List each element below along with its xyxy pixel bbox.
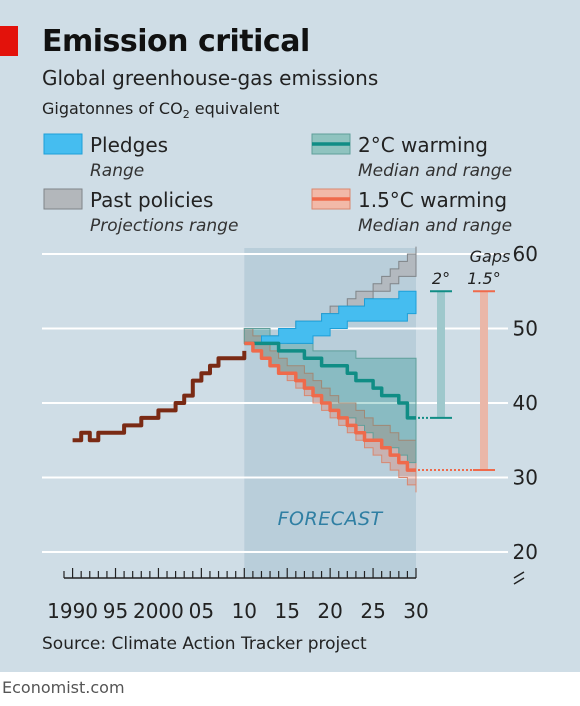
y-tick-label-50: 50 [513,317,538,341]
x-tick-label-2025: 25 [360,599,385,623]
gap-label-1-5c: 1.5° [467,269,500,288]
x-tick-label-2015: 15 [274,599,299,623]
units-suffix: equivalent [189,99,280,118]
legend-label-past-policies: Past policies [90,188,213,212]
x-axis: 1990 95 2000 05 10 15 20 25 30 [47,568,525,623]
axis-break-icon [513,571,525,585]
legend-sublabel-2c-warming: Median and range [358,161,512,181]
gaps-title: Gaps [470,247,511,266]
source-note: Source: Climate Action Tracker project [42,634,367,654]
y-tick-label-40: 40 [513,391,538,415]
band-pledges [244,290,417,344]
legend-sublabel-1-5c-warming: Median and range [358,216,512,236]
grid-lines [42,253,508,553]
gap-bar-2c [437,291,445,418]
chart-subtitle: Global greenhouse-gas emissions [42,66,379,90]
x-tick-label-2005: 05 [189,599,214,623]
gap-label-2c: 2° [432,269,450,288]
legend-swatch-past-policies [43,188,83,210]
chart-title: Emission critical [42,24,310,59]
units-prefix: Gigatonnes of CO [42,99,183,118]
x-tick-label-2020: 20 [317,599,342,623]
series-lines [72,341,416,472]
x-tick-label-1995: 95 [103,599,128,623]
emissions-chart: FORECAST 1990 95 2000 05 10 15 20 25 30 20 30 40 50… [42,133,538,623]
legend-label-2c-warming: 2°C warming [358,133,488,157]
gaps-annotation: Gaps 2° 1.5° [418,247,511,472]
legend-swatch-pledges [43,133,83,155]
units-subscript: 2 [182,108,190,122]
legend-label-pledges: Pledges [90,133,168,157]
brand-red-tag [0,26,18,56]
legend: Pledges Range Past policies Projections ran… [43,133,512,236]
x-tick-label-2030: 30 [403,599,428,623]
x-tick-label-2010: 10 [232,599,257,623]
y-axis-labels: 20 30 40 50 60 [513,242,538,564]
line-2c-median [244,341,416,420]
line-1-5c-median [244,341,416,472]
y-tick-label-60: 60 [513,242,538,266]
gap-bar-1-5c [480,291,488,471]
footer-brand: Economist.com [2,678,125,697]
line-history [72,350,247,443]
legend-sublabel-pledges: Range [90,161,144,181]
forecast-label: FORECAST [278,508,384,530]
legend-label-1-5c-warming: 1.5°C warming [358,188,507,212]
y-tick-label-20: 20 [513,540,538,564]
y-tick-label-30: 30 [513,466,538,490]
units-label: Gigatonnes of CO2 equivalent [42,99,279,121]
x-tick-label-1990: 1990 [47,599,98,623]
legend-sublabel-past-policies: Projections range [90,216,238,236]
x-tick-label-2000: 2000 [133,599,184,623]
